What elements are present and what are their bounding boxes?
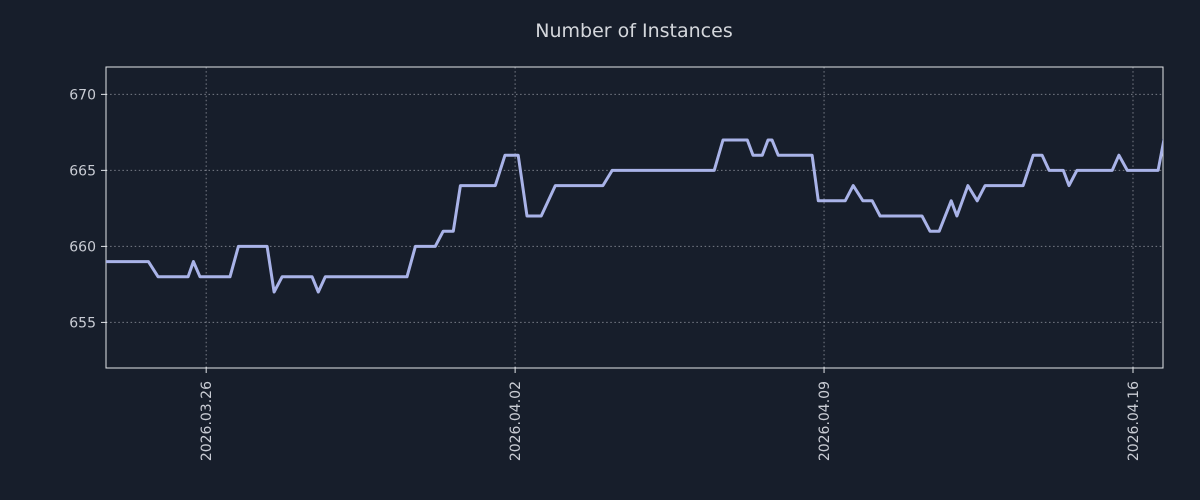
- y-axis-labels: 655 660 665 670: [69, 87, 96, 331]
- series-line: [106, 138, 1163, 294]
- y-tick-label: 670: [69, 87, 96, 103]
- y-tick-label: 655: [69, 315, 96, 331]
- plot-border: [105, 66, 1164, 369]
- x-tick-label: 2026.04.16: [1126, 381, 1142, 461]
- y-tick-label: 665: [69, 163, 96, 179]
- axis-ticks: [101, 93, 1134, 373]
- y-tick-label: 660: [69, 239, 96, 255]
- x-tick-label: 2026.03.26: [199, 381, 215, 461]
- chart-title: Number of Instances: [535, 20, 732, 42]
- x-tick-label: 2026.04.09: [817, 381, 833, 461]
- x-axis-labels: 2026.03.26 2026.04.02 2026.04.09 2026.04.16: [199, 381, 1142, 461]
- gridlines: [106, 67, 1163, 368]
- x-tick-label: 2026.04.02: [508, 381, 524, 461]
